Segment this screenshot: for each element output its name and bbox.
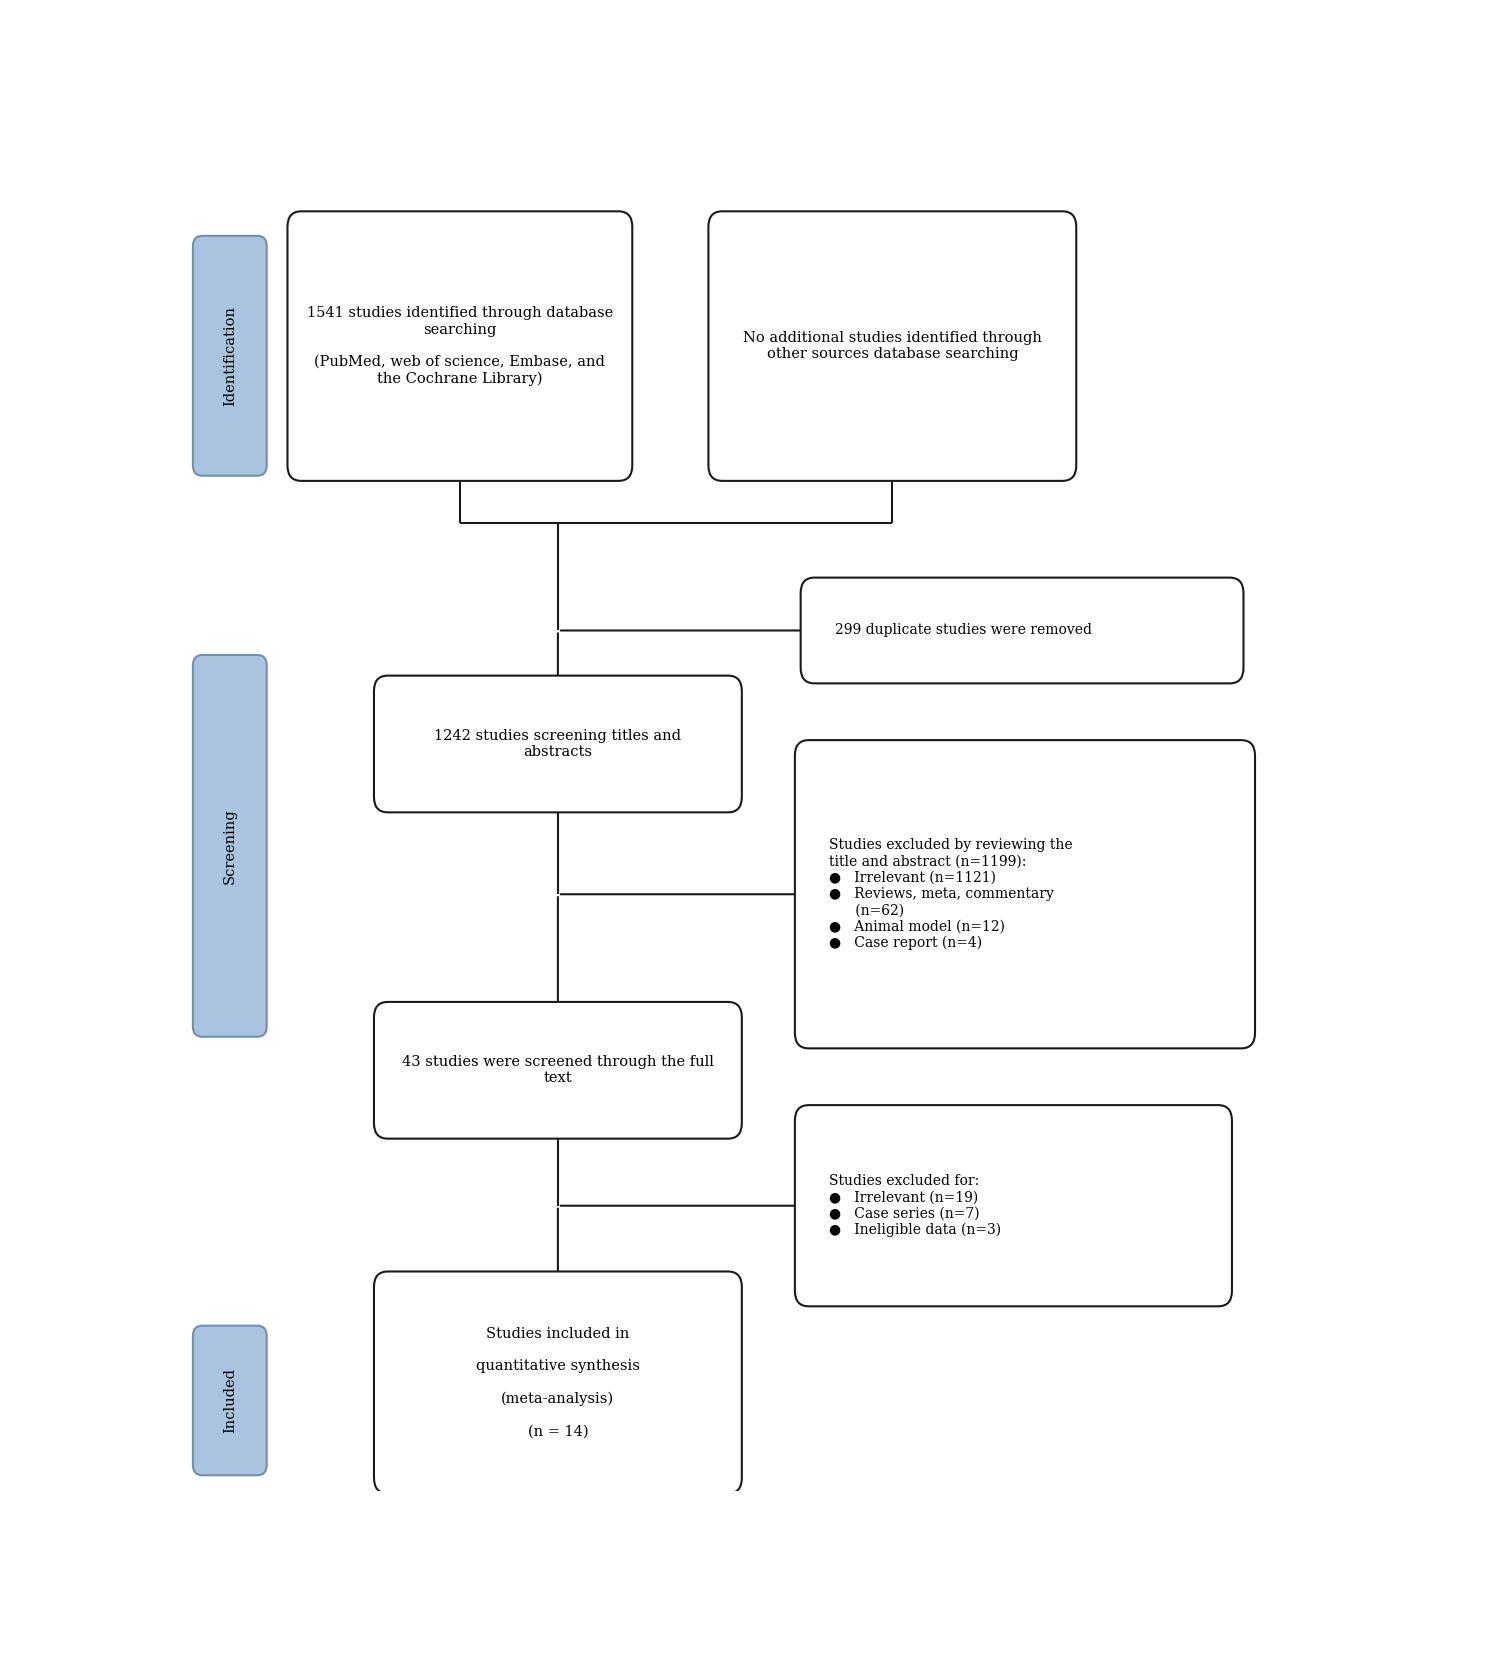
Text: 1242 studies screening titles and
abstracts: 1242 studies screening titles and abstra… xyxy=(434,729,682,759)
FancyBboxPatch shape xyxy=(373,1002,743,1139)
Text: 43 studies were screened through the full
text: 43 studies were screened through the ful… xyxy=(402,1055,714,1085)
FancyBboxPatch shape xyxy=(795,1106,1232,1306)
FancyBboxPatch shape xyxy=(287,211,632,481)
Text: Screening: Screening xyxy=(223,807,237,884)
Text: Identification: Identification xyxy=(223,307,237,405)
Text: Studies excluded by reviewing the
title and abstract (n=1199):
●   Irrelevant (n: Studies excluded by reviewing the title … xyxy=(829,839,1073,950)
Text: 1541 studies identified through database
searching

(PubMed, web of science, Emb: 1541 studies identified through database… xyxy=(307,307,613,385)
FancyBboxPatch shape xyxy=(193,1325,266,1476)
Text: Studies excluded for:
●   Irrelevant (n=19)
●   Case series (n=7)
●   Ineligible: Studies excluded for: ● Irrelevant (n=19… xyxy=(829,1174,1001,1238)
Text: Included: Included xyxy=(223,1368,237,1434)
FancyBboxPatch shape xyxy=(708,211,1076,481)
FancyBboxPatch shape xyxy=(193,655,266,1037)
Text: No additional studies identified through
other sources database searching: No additional studies identified through… xyxy=(743,332,1042,362)
FancyBboxPatch shape xyxy=(193,236,266,476)
FancyBboxPatch shape xyxy=(801,578,1244,683)
Text: Studies included in

quantitative synthesis

(meta-analysis)

(n = 14): Studies included in quantitative synthes… xyxy=(476,1327,640,1439)
FancyBboxPatch shape xyxy=(373,1271,743,1494)
Text: 299 duplicate studies were removed: 299 duplicate studies were removed xyxy=(835,623,1092,638)
FancyBboxPatch shape xyxy=(373,675,743,812)
FancyBboxPatch shape xyxy=(795,740,1254,1049)
